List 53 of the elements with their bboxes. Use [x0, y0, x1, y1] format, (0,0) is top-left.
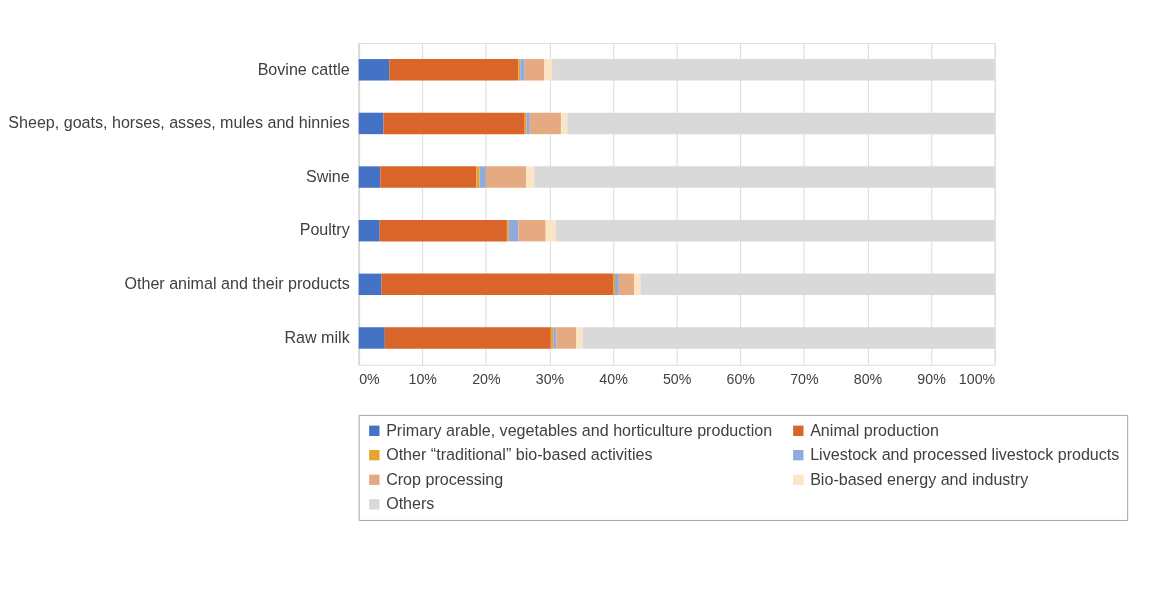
- bar: [380, 166, 477, 188]
- bar: [389, 59, 519, 81]
- bar: [524, 59, 545, 81]
- bar: [383, 112, 525, 135]
- bar: [358, 112, 384, 135]
- y-tick-label: Raw milk: [284, 327, 351, 346]
- bar: [485, 166, 526, 188]
- bar: [358, 166, 381, 188]
- bar: [358, 219, 380, 242]
- bar: [381, 273, 614, 296]
- bar: [479, 166, 486, 188]
- x-tick-label: 70%: [790, 371, 819, 388]
- x-tick-label: 30%: [535, 371, 565, 388]
- bar: [476, 166, 480, 188]
- y-tick-label: Other animal and their products: [124, 274, 350, 293]
- x-tick-label: 60%: [726, 371, 756, 388]
- x-tick-label: 0%: [359, 371, 381, 388]
- bar: [618, 273, 635, 296]
- legend-label: Bio-based energy and industry: [810, 469, 1029, 488]
- bar: [544, 59, 553, 81]
- bar: [525, 166, 535, 188]
- bar: [634, 273, 641, 296]
- x-tick-label: 100%: [958, 371, 996, 388]
- bar: [358, 273, 382, 296]
- bar: [545, 219, 556, 242]
- y-tick-label: Sheep, goats, horses, asses, mules and hinnies: [8, 113, 350, 132]
- legend-label: Others: [386, 494, 435, 513]
- bar: [358, 327, 385, 349]
- bar: [518, 219, 546, 242]
- bar: [384, 327, 551, 349]
- legend-label: Other “traditional” bio-based activities: [386, 444, 653, 463]
- bar: [560, 112, 568, 135]
- bar: [358, 59, 390, 81]
- bar: [576, 327, 583, 349]
- legend-label: Crop processing: [386, 469, 504, 488]
- bar: [379, 219, 507, 242]
- y-tick-label: Swine: [305, 166, 350, 185]
- x-tick-label: 50%: [662, 371, 692, 388]
- legend-label: Primary arable, vegetables and horticulture production: [386, 420, 773, 439]
- bar: [556, 327, 577, 349]
- bar: [508, 219, 519, 242]
- legend-label: Animal production: [810, 420, 939, 439]
- y-tick-label: Poultry: [299, 220, 350, 239]
- x-tick-label: 10%: [408, 371, 438, 388]
- bar: [520, 59, 525, 81]
- x-tick-label: 20%: [472, 371, 501, 388]
- bar: [529, 112, 561, 135]
- legend-label: Livestock and processed livestock products: [810, 444, 1120, 463]
- x-tick-label: 90%: [917, 371, 947, 388]
- y-tick-label: Bovine cattle: [257, 59, 350, 78]
- x-tick-label: 80%: [853, 371, 883, 388]
- bar: [615, 273, 619, 296]
- x-tick-label: 40%: [599, 371, 629, 388]
